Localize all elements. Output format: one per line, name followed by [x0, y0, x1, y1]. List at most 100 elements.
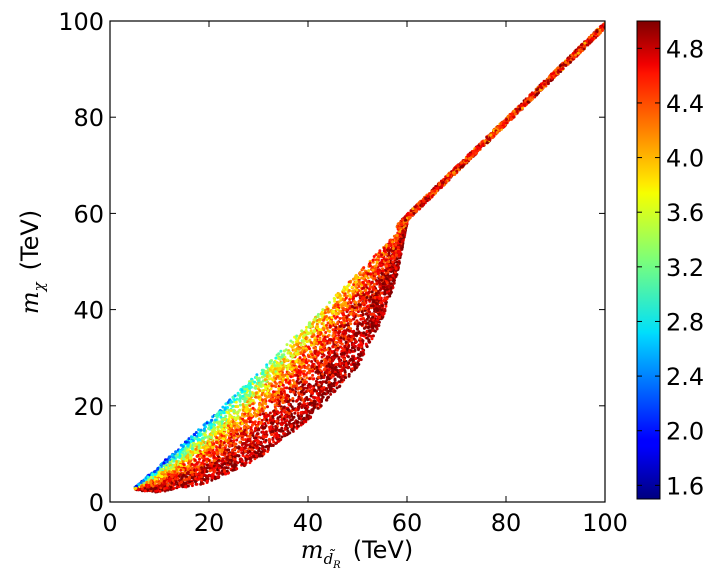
- scatter-point: [299, 387, 303, 391]
- scatter-point: [160, 484, 164, 488]
- scatter-point: [259, 440, 263, 444]
- scatter-point: [279, 383, 283, 386]
- scatter-point: [170, 453, 174, 457]
- scatter-point: [237, 446, 241, 450]
- scatter-point: [333, 304, 337, 308]
- scatter-point: [299, 396, 303, 400]
- scatter-point: [261, 434, 265, 438]
- scatter-point: [182, 463, 186, 467]
- scatter-point: [260, 375, 264, 379]
- scatter-point: [370, 265, 374, 269]
- scatter-point: [299, 351, 303, 355]
- scatter-point: [324, 348, 327, 352]
- scatter-point: [271, 415, 275, 418]
- scatter-point: [296, 411, 300, 415]
- scatter-point: [323, 308, 327, 312]
- scatter-point: [228, 414, 232, 418]
- scatter-point: [234, 400, 238, 404]
- scatter-point: [265, 392, 269, 395]
- scatter-point: [333, 389, 337, 393]
- scatter-point: [366, 276, 370, 280]
- scatter-point: [347, 283, 351, 286]
- scatter-point: [204, 444, 207, 448]
- scatter-point: [386, 248, 390, 252]
- scatter-point: [195, 445, 199, 449]
- scatter-point: [223, 462, 227, 466]
- scatter-point: [205, 466, 209, 470]
- scatter-point: [349, 322, 353, 326]
- scatter-point: [395, 260, 399, 264]
- scatter-point: [257, 449, 261, 453]
- scatter-point: [248, 437, 252, 441]
- scatter-point: [169, 485, 173, 489]
- scatter-point: [384, 258, 388, 262]
- scatter-point: [331, 345, 335, 348]
- scatter-point: [309, 350, 312, 354]
- scatter-point: [302, 420, 306, 423]
- scatter-point: [286, 432, 290, 436]
- scatter-point: [346, 322, 350, 326]
- scatter-point: [362, 293, 366, 297]
- scatter-point: [325, 364, 329, 368]
- scatter-point: [317, 375, 321, 379]
- scatter-point: [316, 313, 320, 316]
- scatter-point: [280, 361, 284, 365]
- scatter-point: [250, 385, 253, 389]
- scatter-point: [322, 376, 326, 379]
- scatter-point: [211, 443, 215, 446]
- scatter-point: [317, 340, 321, 344]
- scatter-point: [200, 467, 204, 471]
- scatter-point: [362, 286, 365, 290]
- scatter-point: [239, 448, 243, 452]
- scatter-point: [358, 294, 362, 298]
- scatter-point: [328, 370, 332, 374]
- scatter-point: [290, 345, 294, 349]
- scatter-point: [396, 249, 400, 253]
- scatter-point: [338, 384, 342, 388]
- scatter-point: [301, 370, 305, 373]
- scatter-point: [292, 415, 296, 419]
- scatter-point: [185, 458, 189, 462]
- scatter-point: [282, 349, 286, 353]
- scatter-point: [248, 401, 252, 405]
- scatter-point: [222, 434, 226, 438]
- scatter-point: [302, 359, 306, 363]
- scatter-point: [190, 467, 194, 470]
- scatter-point: [337, 327, 340, 331]
- scatter-point: [178, 449, 182, 453]
- scatter-point: [361, 351, 365, 354]
- scatter-point: [187, 437, 191, 441]
- scatter-point: [366, 272, 370, 276]
- scatter-point: [233, 422, 237, 425]
- scatter-point: [271, 378, 275, 382]
- scatter-point: [204, 457, 208, 461]
- scatter-point: [357, 285, 361, 288]
- scatter-point: [382, 309, 386, 313]
- scatter-point: [375, 260, 379, 264]
- scatter-point: [254, 454, 258, 458]
- scatter-point: [241, 394, 245, 398]
- scatter-point: [293, 411, 297, 415]
- scatter-point: [223, 451, 226, 455]
- scatter-point: [271, 418, 275, 422]
- scatter-point: [354, 280, 358, 284]
- scatter-point: [337, 312, 340, 316]
- scatter-point: [358, 282, 362, 286]
- scatter-point: [181, 459, 185, 463]
- scatter-point: [293, 348, 297, 352]
- scatter-point: [316, 331, 320, 335]
- scatter-point: [345, 319, 349, 323]
- scatter-point: [153, 481, 157, 485]
- scatter-point: [221, 417, 225, 421]
- scatter-point: [262, 389, 266, 392]
- scatter-point: [295, 342, 299, 346]
- scatter-point: [258, 410, 262, 414]
- scatter-point: [351, 292, 355, 296]
- scatter-point: [274, 377, 278, 380]
- scatter-point: [170, 481, 174, 485]
- scatter-point: [395, 257, 399, 261]
- scatter-point: [306, 389, 310, 392]
- scatter-point: [336, 303, 340, 307]
- scatter-point: [332, 381, 336, 385]
- scatter-point: [378, 301, 382, 305]
